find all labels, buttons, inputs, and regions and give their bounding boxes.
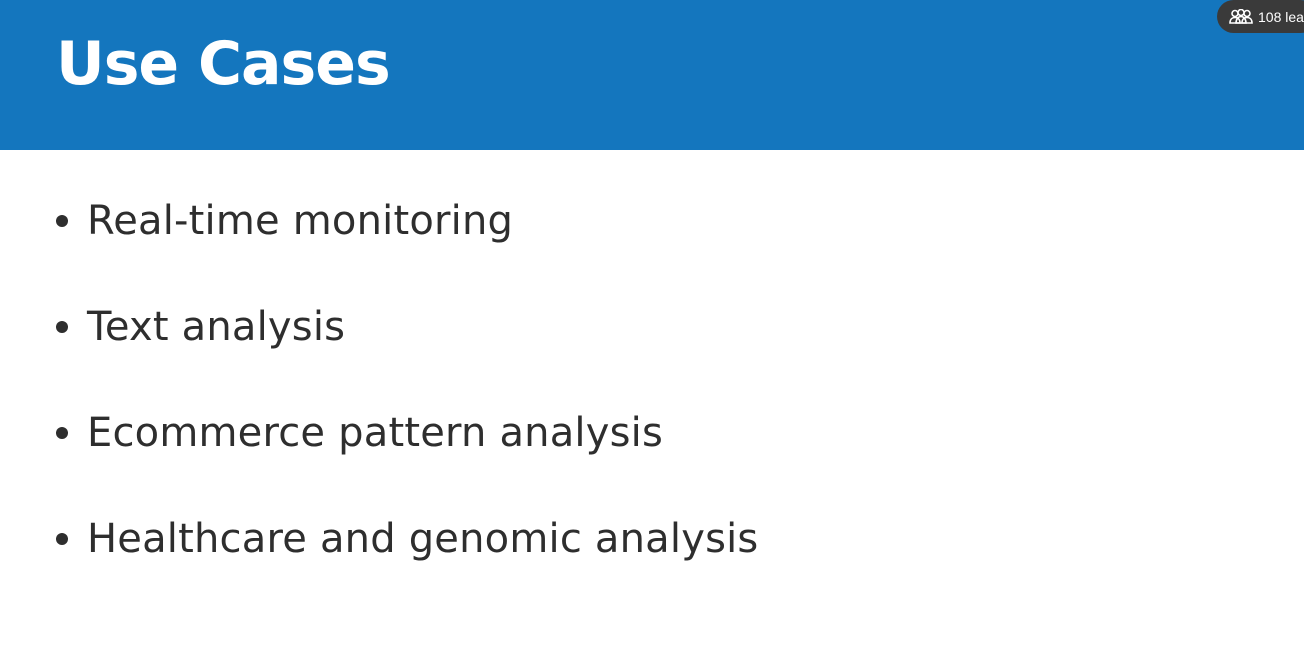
- viewer-count-text: 108 lea: [1258, 8, 1304, 25]
- list-item-text: Real-time monitoring: [87, 198, 514, 244]
- list-item-text: Text analysis: [87, 304, 346, 350]
- list-item-text: Healthcare and genomic analysis: [87, 516, 759, 562]
- slide-header: Use Cases: [0, 0, 1304, 150]
- bullet-icon: [56, 533, 68, 545]
- list-item: Text analysis: [52, 296, 758, 358]
- bullet-icon: [56, 215, 68, 227]
- list-item-text: Ecommerce pattern analysis: [87, 410, 664, 456]
- list-item: Real-time monitoring: [52, 190, 758, 252]
- slide-title: Use Cases: [56, 29, 391, 99]
- list-item: Ecommerce pattern analysis: [52, 402, 758, 464]
- use-cases-list: Real-time monitoring Text analysis Ecomm…: [52, 190, 758, 614]
- bullet-icon: [56, 321, 68, 333]
- bullet-icon: [56, 427, 68, 439]
- people-icon: [1229, 8, 1253, 25]
- viewer-count-badge[interactable]: 108 lea: [1217, 0, 1304, 33]
- list-item: Healthcare and genomic analysis: [52, 508, 758, 570]
